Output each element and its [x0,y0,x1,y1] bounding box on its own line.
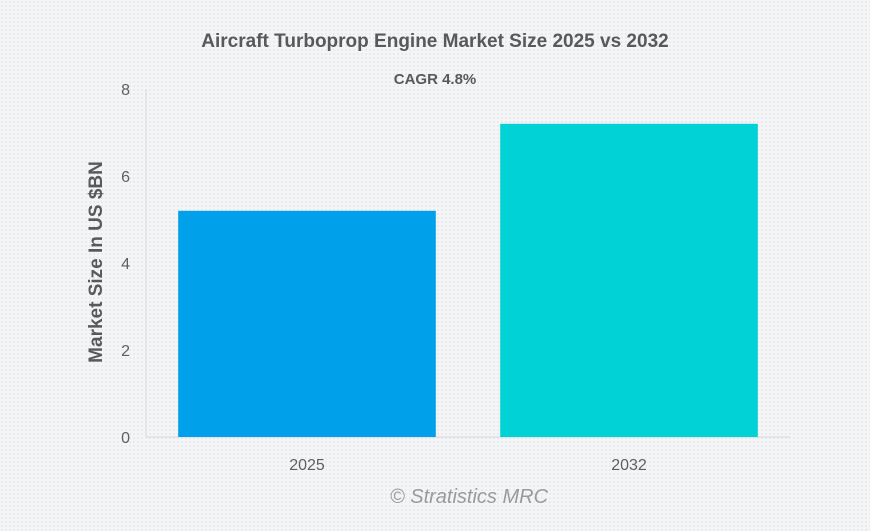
y-axis-label: Market Size In US $BN [86,161,107,363]
y-tick-label: 0 [121,430,130,447]
x-tick-label: 2025 [289,457,325,474]
watermark: © Stratistics MRC [390,486,549,508]
chart-title: Aircraft Turboprop Engine Market Size 20… [201,31,668,52]
bar-2025 [178,210,436,437]
y-tick-label: 2 [121,343,130,360]
x-tick-label: 2032 [611,457,647,474]
y-tick-label: 4 [121,256,130,273]
bar-2032 [500,123,758,438]
y-tick-label: 8 [121,82,130,99]
y-axis-ticks: 0 2 4 6 8 [121,82,130,447]
chart-subtitle: CAGR 4.8% [394,71,477,88]
y-tick-label: 6 [121,169,130,186]
bars [178,123,758,438]
x-axis-ticks: 2025 2032 [289,457,647,474]
